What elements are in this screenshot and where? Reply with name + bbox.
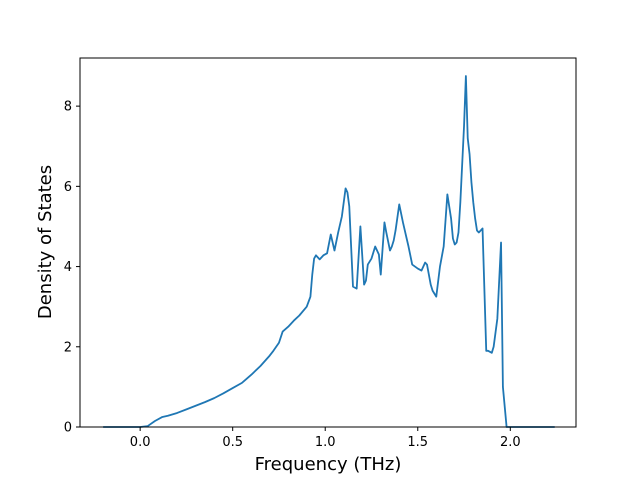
x-tick-label: 1.5 [407,435,428,450]
x-axis-ticks: 0.0 0.5 1.0 1.5 2.0 [130,427,521,450]
x-tick-label: 1.0 [315,435,336,450]
series-line-0 [103,75,555,428]
y-tick-label: 4 [64,260,72,275]
axes-frame [79,57,577,428]
y-tick-label: 0 [64,421,72,436]
y-tick-label: 8 [64,100,72,115]
x-tick-label: 2.0 [500,435,521,450]
x-tick-label: 0.0 [130,435,151,450]
y-axis-label: Density of States [35,165,56,319]
y-axis-ticks: 0 2 4 6 8 [64,100,80,436]
y-tick-label: 6 [64,180,72,195]
x-axis-label: Frequency (THz) [255,454,402,475]
x-tick-label: 0.5 [222,435,243,450]
y-tick-label: 2 [64,340,72,355]
plot-area [79,57,577,428]
